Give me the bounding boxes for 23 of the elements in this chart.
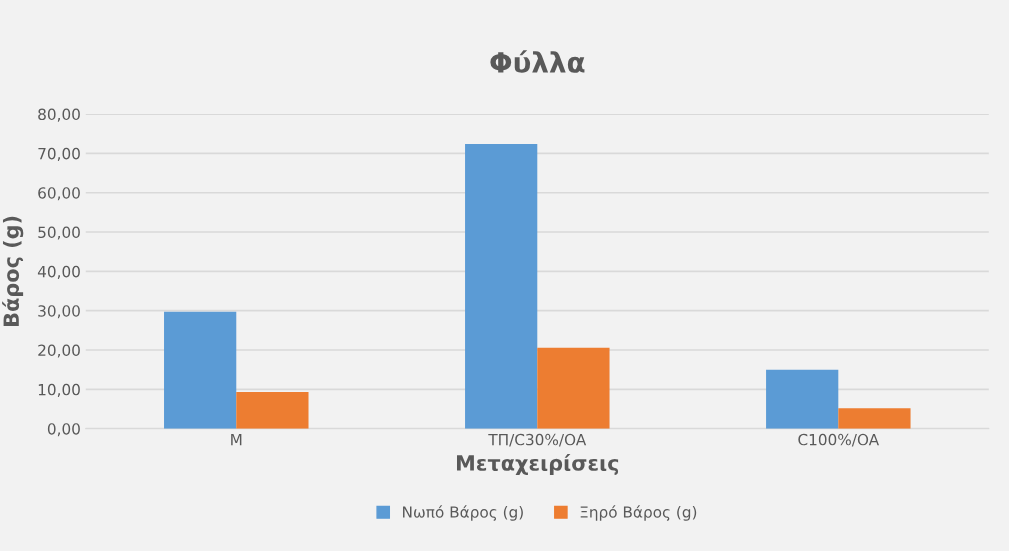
y-tick-label: 50,00 xyxy=(38,226,80,240)
y-tick-label: 30,00 xyxy=(38,305,80,319)
y-tick-label: 20,00 xyxy=(38,344,80,358)
chart-title: Φύλλα xyxy=(490,50,585,73)
y-tick-label: 60,00 xyxy=(38,187,80,201)
y-tick-label: 0,00 xyxy=(47,423,80,437)
legend-label: Ξηρό Βάρος (g) xyxy=(580,505,697,521)
x-tick-label: M xyxy=(231,434,242,446)
bar xyxy=(236,392,309,429)
y-tick-label: 80,00 xyxy=(38,108,80,122)
y-tick-label: 70,00 xyxy=(38,147,80,161)
x-axis-title: Μεταχειρίσεις xyxy=(457,453,619,475)
bar xyxy=(465,143,538,429)
y-tick-label: 40,00 xyxy=(37,265,80,279)
bar xyxy=(766,369,839,429)
legend-label: Νωπό Βάρος (g) xyxy=(403,505,523,521)
bar xyxy=(838,408,911,429)
y-tick-label: 10,00 xyxy=(38,383,80,397)
x-tick-label: C100%/OA xyxy=(798,433,880,447)
x-tick-label: ΤΠ/C30%/OA xyxy=(488,433,587,447)
bar xyxy=(164,311,237,429)
bar xyxy=(537,347,610,429)
y-axis-title: Βάρος (g) xyxy=(2,216,24,326)
